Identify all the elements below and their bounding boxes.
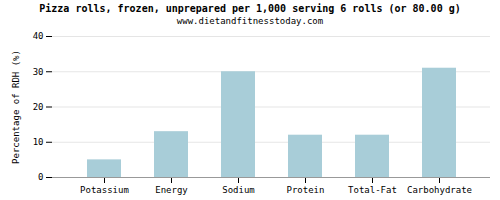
svg-text:Carbohydrate: Carbohydrate [407, 185, 472, 195]
svg-text:40: 40 [33, 31, 44, 41]
html-text:Pizza rolls, frozen, unprepare: Pizza rolls, frozen, unprepared per 1,00… [39, 3, 461, 14]
svg-text:20: 20 [33, 102, 44, 112]
svg-text:Potassium: Potassium [80, 185, 129, 195]
svg-text:30: 30 [33, 67, 44, 77]
svg-text:Protein: Protein [287, 185, 325, 195]
svg-text:Total-Fat: Total-Fat [348, 185, 397, 195]
svg-text:Energy: Energy [155, 185, 188, 195]
svg-text:0: 0 [38, 172, 43, 182]
svg-text:10: 10 [33, 137, 44, 147]
html-text:www.dietandfitnesstoday.com: www.dietandfitnesstoday.com [176, 16, 324, 26]
svg-text:Sodium: Sodium [222, 185, 255, 195]
svg-text:Percentage of RDH (%): Percentage of RDH (%) [11, 50, 21, 164]
